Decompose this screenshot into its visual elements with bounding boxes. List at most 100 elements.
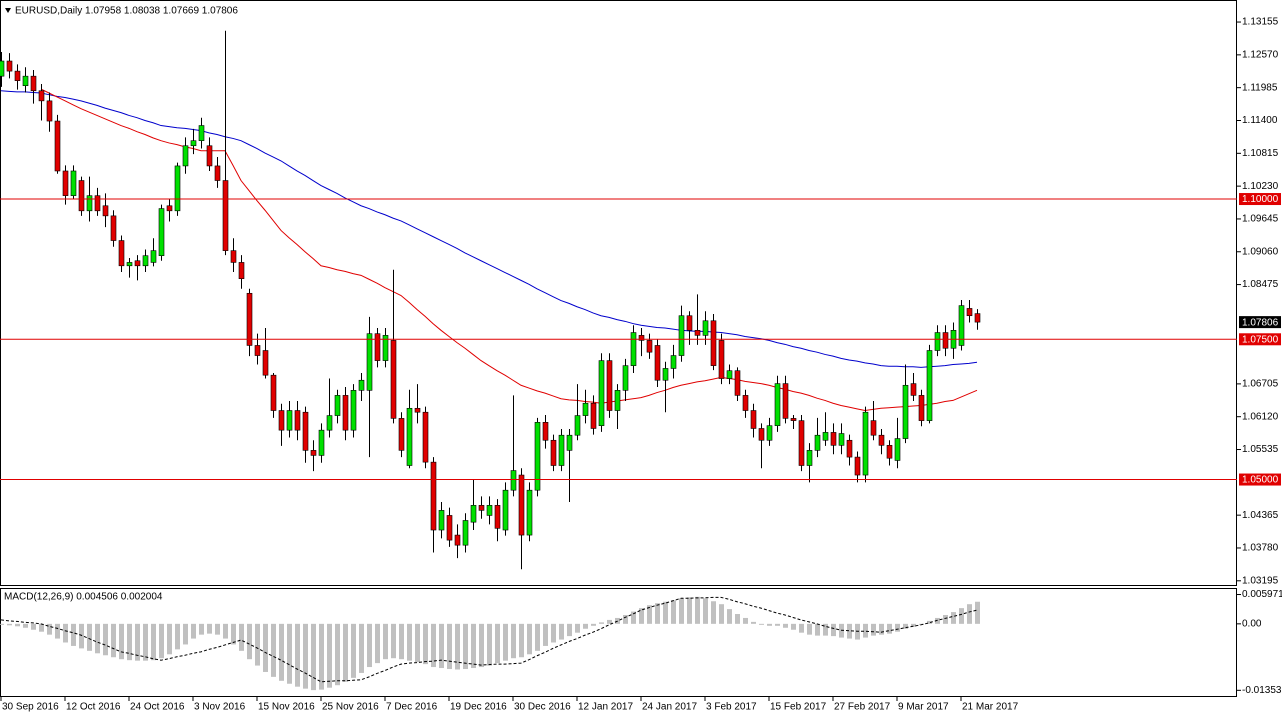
candle-body (678, 315, 685, 356)
macd-bar (367, 623, 372, 668)
y-tick-label: 1.06120 (1242, 411, 1279, 422)
candle-body (366, 333, 373, 391)
macd-bar (695, 596, 700, 624)
candle-body (62, 170, 69, 196)
level-label-box (1239, 473, 1281, 486)
macd-bar (767, 623, 772, 626)
candle-body (158, 208, 165, 256)
candle-body (886, 445, 893, 459)
candle-body (526, 489, 533, 536)
macd-bar (127, 623, 132, 661)
macd-bar (583, 623, 588, 629)
macd-bar (47, 623, 52, 635)
candle-body (910, 383, 917, 396)
y-tick-label: 1.05535 (1242, 444, 1279, 455)
macd-bar (567, 623, 572, 637)
level-label: 1.05000 (1242, 475, 1279, 486)
macd-bar (791, 623, 796, 630)
macd-bar (223, 623, 228, 639)
macd-bar (799, 623, 804, 633)
macd-bar (399, 623, 404, 660)
candle-body (462, 520, 469, 546)
candle-body (454, 534, 461, 546)
candle-body (814, 434, 821, 451)
macd-bar (311, 623, 316, 691)
x-tick-label: 21 Mar 2017 (962, 702, 1019, 713)
macd-bar (703, 598, 708, 624)
macd-bar (87, 623, 92, 651)
macd-bar (447, 623, 452, 670)
candle-body (150, 250, 157, 263)
level-label-box (1239, 333, 1281, 346)
candle-body (166, 205, 173, 212)
candle-body (798, 420, 805, 466)
y-tick-label: 1.12570 (1242, 49, 1279, 60)
candle-body (182, 145, 189, 167)
candle-body (854, 456, 861, 476)
price-label-box (1239, 316, 1281, 329)
macd-bar (775, 623, 780, 626)
candle-body (126, 262, 133, 267)
macd-bar (479, 623, 484, 668)
candle-body (334, 395, 341, 416)
macd-bar (383, 623, 388, 660)
macd-bar (927, 620, 932, 624)
candle-body (134, 260, 141, 267)
candle-body (726, 370, 733, 379)
candle-body (710, 320, 717, 366)
macd-bar (327, 623, 332, 688)
macd-bar (823, 623, 828, 636)
macd-bar (415, 623, 420, 663)
macd-bar (151, 623, 156, 661)
x-tick-label: 25 Nov 2016 (322, 702, 379, 713)
candle-body (622, 365, 629, 391)
candle-body (830, 432, 837, 446)
candle-body (286, 410, 293, 431)
x-tick-label: 12 Oct 2016 (66, 702, 121, 713)
candle-body (782, 383, 789, 419)
candle-body (766, 425, 773, 441)
macd-bar (575, 623, 580, 633)
macd-bar (143, 623, 148, 661)
candle-body (238, 262, 245, 279)
macd-bar (751, 621, 756, 624)
macd-bar (455, 623, 460, 670)
candle-body (342, 395, 349, 431)
macd-bar (303, 623, 308, 689)
y-tick-label: 1.11985 (1242, 82, 1278, 93)
y-tick-label: 1.03780 (1242, 543, 1279, 554)
candle-body (294, 410, 301, 431)
macd-bar (511, 623, 516, 659)
candle-body (270, 374, 277, 411)
macd-bar (0, 623, 4, 625)
candle-body (142, 255, 149, 267)
candle-body (694, 330, 701, 336)
moving-average (0, 90, 978, 368)
macd-bar (743, 617, 748, 624)
macd-bar (543, 623, 548, 646)
macd-bar (871, 623, 876, 636)
candle-body (702, 320, 709, 336)
candle-body (382, 335, 389, 361)
macd-bar (39, 623, 44, 632)
x-tick-label: 24 Jan 2017 (642, 702, 697, 713)
candle-body (654, 345, 661, 381)
macd-bar (63, 623, 68, 643)
macd-bar (23, 623, 28, 628)
candle-body (518, 474, 525, 536)
candle-body (0, 60, 5, 77)
candle-body (30, 75, 37, 92)
macd-bar (959, 608, 964, 624)
macd-bar (119, 623, 124, 660)
macd-bar (175, 623, 180, 650)
x-tick-label: 19 Dec 2016 (450, 702, 507, 713)
x-tick-label: 30 Sep 2016 (2, 702, 59, 713)
y-tick-label: 0.00 (1242, 618, 1262, 629)
y-tick-label: -0.013539 (1242, 685, 1282, 696)
candle-body (94, 195, 101, 212)
macd-bar (487, 623, 492, 666)
macd-bar (967, 604, 972, 624)
macd-bar (591, 623, 596, 626)
macd-bar (199, 623, 204, 635)
candle-body (918, 395, 925, 421)
